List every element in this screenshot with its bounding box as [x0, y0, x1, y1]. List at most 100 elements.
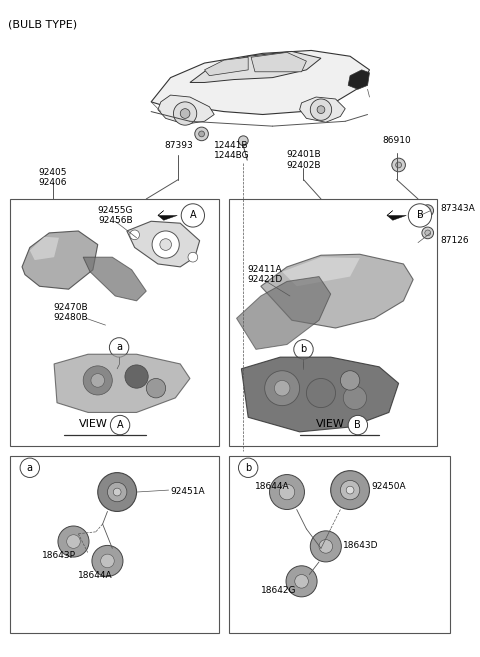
Text: 92451A: 92451A [170, 487, 205, 496]
Circle shape [340, 480, 360, 500]
Polygon shape [251, 53, 306, 72]
Circle shape [317, 106, 325, 114]
Circle shape [188, 252, 198, 262]
Circle shape [348, 415, 368, 435]
Circle shape [125, 365, 148, 388]
Circle shape [113, 488, 121, 496]
Text: 87343A: 87343A [440, 204, 475, 213]
Text: b: b [300, 344, 307, 354]
Text: b: b [245, 463, 252, 473]
Circle shape [392, 158, 406, 171]
Text: 92470B
92480B: 92470B 92480B [53, 303, 88, 322]
Circle shape [91, 374, 105, 387]
Circle shape [160, 238, 171, 250]
Circle shape [306, 378, 336, 407]
Circle shape [108, 482, 127, 502]
Circle shape [264, 371, 300, 405]
Circle shape [109, 338, 129, 357]
Circle shape [239, 458, 258, 478]
Text: 86910: 86910 [382, 136, 411, 145]
Circle shape [294, 340, 313, 359]
Circle shape [343, 386, 367, 409]
Circle shape [422, 205, 433, 216]
Circle shape [270, 474, 304, 509]
Polygon shape [241, 357, 398, 432]
Circle shape [331, 470, 370, 509]
Text: B: B [354, 420, 361, 430]
Polygon shape [237, 277, 331, 350]
Circle shape [319, 539, 333, 553]
Circle shape [310, 99, 332, 120]
Text: 18642G: 18642G [261, 586, 296, 595]
Text: 18644A: 18644A [255, 482, 289, 491]
Text: 92405
92406: 92405 92406 [39, 168, 67, 187]
Text: B: B [417, 210, 423, 221]
Circle shape [195, 127, 208, 141]
Polygon shape [204, 57, 248, 76]
Polygon shape [300, 97, 345, 122]
Text: 12441B
1244BG: 12441B 1244BG [214, 141, 250, 160]
Polygon shape [127, 221, 200, 267]
Circle shape [340, 371, 360, 390]
Text: VIEW: VIEW [78, 419, 108, 429]
Text: 92401B
92402B: 92401B 92402B [286, 150, 321, 170]
Circle shape [130, 230, 140, 240]
Polygon shape [261, 254, 413, 328]
Polygon shape [387, 211, 407, 220]
Circle shape [422, 227, 433, 238]
Circle shape [346, 486, 354, 494]
Text: 92450A: 92450A [372, 482, 406, 491]
Circle shape [58, 526, 89, 557]
Polygon shape [348, 70, 370, 89]
Text: a: a [27, 463, 33, 473]
Bar [11, 456, 219, 633]
Circle shape [275, 380, 290, 396]
Circle shape [425, 208, 431, 214]
Text: 92411A
92421D: 92411A 92421D [247, 265, 282, 284]
Text: 18643D: 18643D [343, 541, 379, 549]
Bar [229, 456, 450, 633]
Bar [11, 199, 219, 446]
Text: (BULB TYPE): (BULB TYPE) [9, 20, 78, 30]
Polygon shape [151, 51, 370, 114]
Circle shape [67, 535, 80, 549]
Text: 87126: 87126 [440, 236, 469, 245]
Bar [229, 199, 437, 446]
Circle shape [396, 162, 402, 168]
Polygon shape [158, 95, 214, 124]
Polygon shape [282, 257, 360, 286]
Circle shape [173, 102, 197, 125]
Polygon shape [54, 354, 190, 413]
Text: a: a [116, 342, 122, 352]
Text: A: A [190, 210, 196, 221]
Circle shape [98, 472, 137, 511]
Text: 18643P: 18643P [41, 551, 75, 560]
Polygon shape [83, 257, 146, 301]
Text: 18644A: 18644A [78, 571, 113, 579]
Circle shape [199, 131, 204, 137]
Text: VIEW: VIEW [316, 419, 345, 429]
Polygon shape [22, 231, 98, 289]
Circle shape [425, 230, 431, 236]
Circle shape [295, 574, 308, 588]
Text: A: A [117, 420, 123, 430]
Circle shape [83, 366, 112, 395]
Circle shape [286, 566, 317, 597]
Polygon shape [190, 51, 321, 83]
Circle shape [92, 545, 123, 576]
Circle shape [101, 554, 114, 568]
Circle shape [239, 136, 248, 146]
Circle shape [110, 415, 130, 435]
Circle shape [408, 204, 432, 227]
Text: 92455G
92456B: 92455G 92456B [97, 206, 133, 225]
Circle shape [310, 531, 341, 562]
Circle shape [279, 484, 295, 500]
Polygon shape [30, 237, 59, 260]
Circle shape [180, 108, 190, 118]
Circle shape [181, 204, 204, 227]
Circle shape [152, 231, 179, 258]
Circle shape [20, 458, 39, 478]
Text: 87393: 87393 [164, 141, 192, 150]
Circle shape [146, 378, 166, 398]
Polygon shape [158, 211, 177, 220]
